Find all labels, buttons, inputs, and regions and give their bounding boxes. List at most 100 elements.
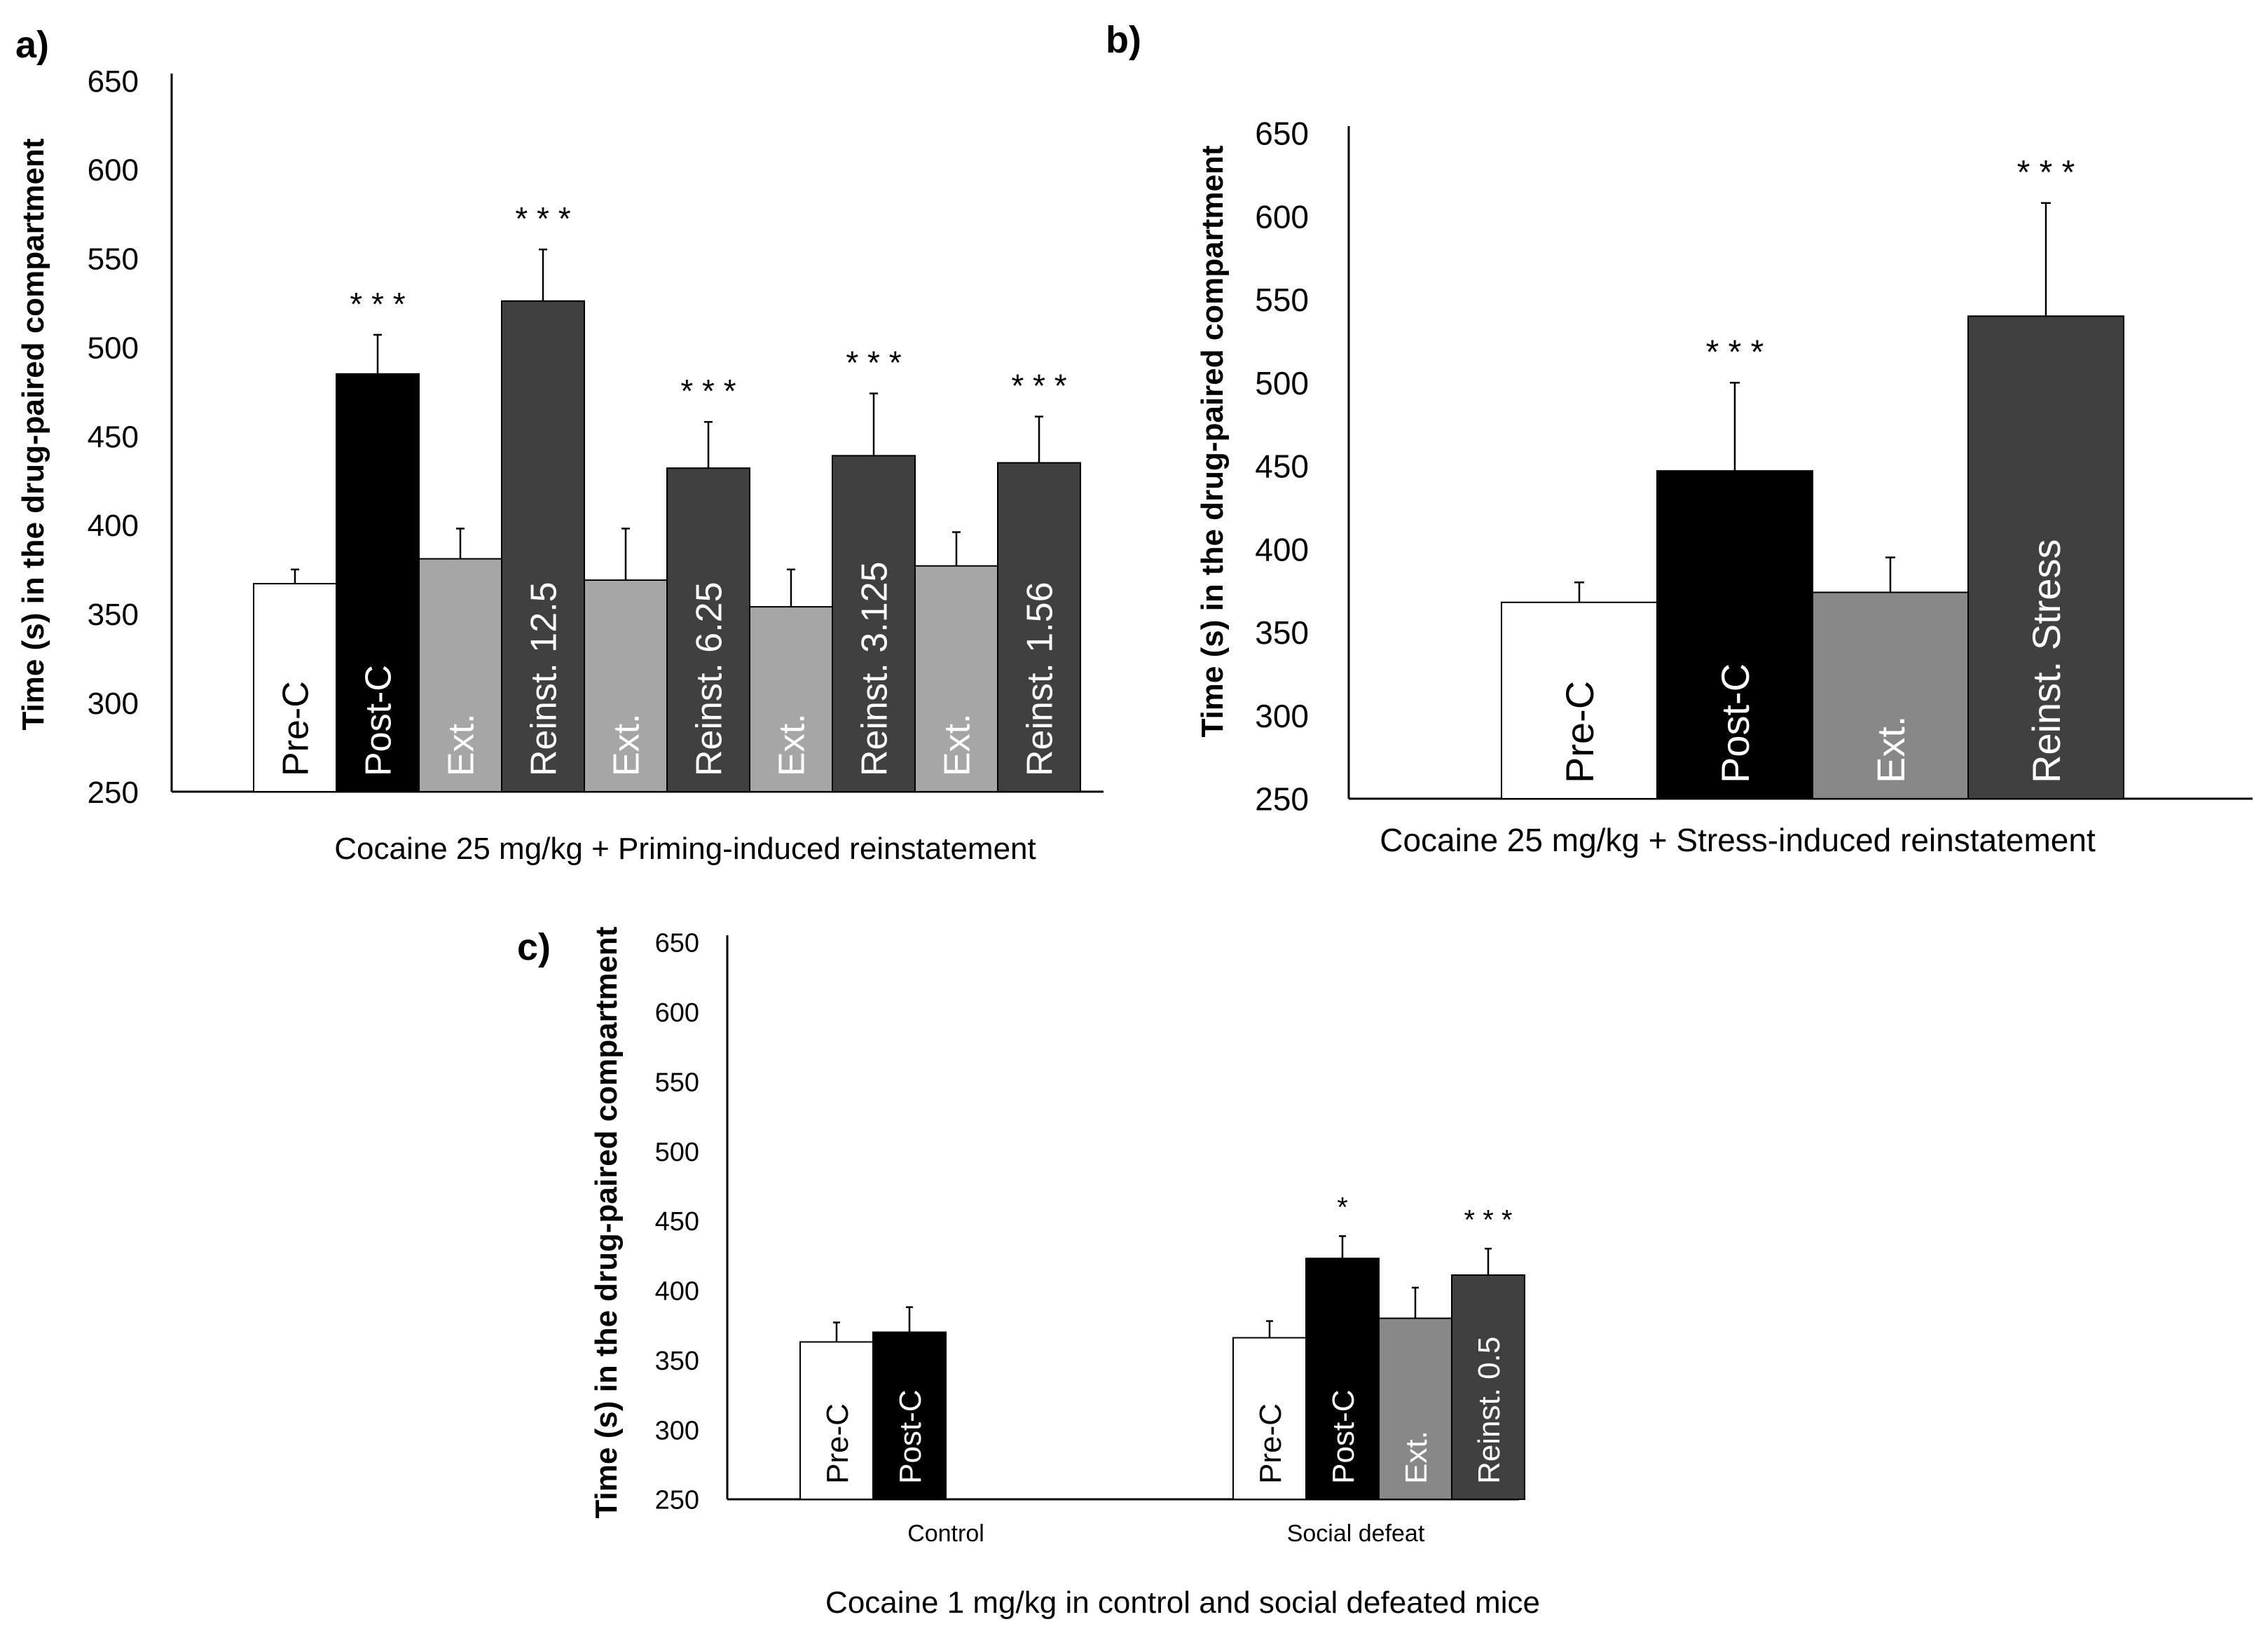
panel-b-bar-group: * * * Post-C [1656, 333, 1813, 799]
panel-c-bar-group: Pre-C [1232, 1320, 1307, 1500]
panel-a-significance-label: * * * [846, 345, 901, 381]
panel-b-bar-group: * * * Reinst. Stress [1967, 154, 2124, 799]
panel-a-bar-group: * * * Reinst. 6.25 [666, 373, 750, 792]
panel-b-label: b) [1106, 19, 1141, 61]
panel-c-bar-group: Ext. [1378, 1286, 1452, 1500]
panel-c-y-axis-title: Time (s) in the drug-paired compartment [589, 926, 624, 1518]
panel-b-plot: 250 300 350 400 450 500 550 600 650 Pre-C * * * Pos… [1255, 116, 2253, 818]
panel-c-bar-label: Ext. [1399, 1431, 1434, 1484]
panel-c-bar-group: Post-C [872, 1306, 947, 1500]
panel-c-y-tick-label: 400 [655, 1277, 699, 1307]
panel-b-y-axis-title: Time (s) in the drug-paired compartment [1195, 145, 1230, 737]
panel-a-plot: 250 300 350 400 450 500 550 600 650 Pre-C * * * Pos… [88, 64, 1104, 810]
panel-a-y-tick-label: 450 [88, 420, 139, 454]
panel-b-y-tick-label: 600 [1255, 198, 1309, 235]
panel-a-bar [914, 565, 998, 792]
panel-c-y-tick-label: 500 [655, 1138, 699, 1167]
panel-a-bar-group: * * * Post-C [336, 286, 420, 792]
panel-a-bar-group: * * * Reinst. 12.5 [501, 200, 585, 792]
panel-a-y-tick-label: 500 [88, 331, 139, 365]
panel-a-bar [501, 300, 585, 792]
panel-a-bar-label: Reinst. 3.125 [855, 562, 895, 776]
panel-a: a) Time (s) in the drug-paired compartme… [15, 24, 1104, 866]
panel-c-significance-label: * [1337, 1192, 1348, 1223]
panel-a-bar [666, 467, 750, 792]
panel-b-bar-label: Reinst. Stress [2024, 539, 2068, 783]
panel-c: c) Time (s) in the drug-paired compartme… [517, 926, 1540, 1620]
panel-c-plot: 250 300 350 400 450 500 550 600 650 Control Pre-C P… [655, 929, 1525, 1547]
panel-c-bar [872, 1331, 947, 1500]
panel-a-bar-label: Pre-C [276, 681, 317, 776]
panel-a-significance-label: * * * [1011, 368, 1066, 404]
panel-a-significance-label: * * * [350, 286, 405, 322]
panel-a-bar-group: Ext. [914, 531, 998, 792]
panel-b-y-tick-label: 550 [1255, 282, 1309, 318]
panel-a-bar-label: Ext. [441, 713, 482, 776]
panel-c-y-tick-label: 300 [655, 1416, 699, 1445]
panel-c-y-tick-label: 450 [655, 1207, 699, 1237]
panel-c-bar-label: Post-C [1326, 1390, 1361, 1484]
panel-b-x-axis-title: Cocaine 25 mg/kg + Stress-induced reinst… [1380, 822, 2096, 858]
panel-c-significance-label: * * * [1464, 1204, 1513, 1235]
panel-b-bar-label: Post-C [1713, 663, 1757, 783]
panel-b-y-tick-label: 250 [1255, 781, 1309, 818]
panel-b-bar-label: Ext. [1869, 716, 1913, 783]
panel-b-significance-label: * * * [2017, 154, 2075, 191]
panel-b: b) Time (s) in the drug-paired compartme… [1106, 19, 2253, 858]
panel-c-label: c) [517, 926, 551, 968]
panel-c-bar-group: Pre-C [799, 1321, 874, 1500]
panel-b-y-tick-label: 650 [1255, 116, 1309, 152]
panel-b-y-tick-label: 400 [1255, 531, 1309, 567]
panel-a-bar [253, 583, 337, 792]
panel-c-bar-label: Pre-C [1253, 1403, 1288, 1484]
panel-a-significance-label: * * * [680, 373, 736, 409]
panel-a-bar-label: Post-C [359, 665, 399, 776]
panel-b-bar-group: Pre-C [1501, 581, 1658, 799]
panel-c-bar-group: * Post-C [1305, 1192, 1380, 1500]
panel-b-bar-group: Ext. [1812, 556, 1969, 799]
panel-a-bar-group: Ext. [749, 568, 833, 792]
panel-a-y-tick-label: 650 [88, 64, 139, 99]
panel-c-bar [1378, 1317, 1452, 1500]
panel-a-bar [336, 373, 420, 792]
panel-c-x-tick-label: Control [907, 1520, 984, 1547]
panel-c-x-tick-label: Social defeat [1287, 1520, 1425, 1547]
panel-c-bar-group: * * * Reinst. 0.5 [1451, 1204, 1525, 1500]
panel-c-bar-label: Pre-C [820, 1403, 855, 1484]
panel-b-y-tick-label: 450 [1255, 448, 1309, 485]
panel-a-bar-label: Ext. [772, 713, 813, 776]
panel-a-x-axis-title: Cocaine 25 mg/kg + Priming-induced reins… [334, 832, 1036, 866]
panel-a-y-tick-label: 250 [88, 776, 139, 810]
panel-b-y-tick-label: 500 [1255, 365, 1309, 401]
panel-a-y-tick-label: 350 [88, 598, 139, 632]
panel-a-bar-label: Ext. [607, 713, 647, 776]
panel-c-bar [1305, 1258, 1380, 1500]
panel-a-y-tick-label: 550 [88, 242, 139, 277]
panel-a-bar-group: Pre-C [253, 568, 337, 792]
panel-b-bar-label: Pre-C [1558, 681, 1602, 783]
panel-a-bar-group: Ext. [418, 528, 502, 793]
panel-c-y-tick-label: 550 [655, 1068, 699, 1097]
panel-c-y-tick-label: 650 [655, 929, 699, 958]
panel-a-bar-label: Reinst. 12.5 [524, 582, 565, 777]
panel-a-y-axis-title: Time (s) in the drug-paired compartment [16, 138, 50, 730]
panel-c-bar [1232, 1337, 1307, 1500]
panel-b-y-tick-label: 350 [1255, 614, 1309, 651]
panel-b-bar [1501, 601, 1658, 799]
panel-a-bar-group: * * * Reinst. 1.56 [997, 368, 1081, 792]
panel-a-bar-label: Ext. [937, 713, 978, 776]
panel-c-bar [1451, 1274, 1525, 1500]
panel-a-significance-label: * * * [515, 200, 570, 237]
panel-c-y-tick-label: 600 [655, 998, 699, 1028]
panel-b-bar [1967, 315, 2124, 799]
panel-a-bar-group: Ext. [584, 528, 668, 792]
panel-a-y-tick-label: 300 [88, 687, 139, 721]
panel-c-y-tick-label: 250 [655, 1486, 699, 1515]
panel-a-bar [418, 558, 502, 793]
panel-a-bar [749, 606, 833, 792]
panel-a-bar-label: Reinst. 6.25 [689, 582, 730, 777]
panel-c-bar-label: Post-C [893, 1390, 928, 1484]
panel-a-y-tick-label: 400 [88, 509, 139, 543]
panel-a-bar [584, 579, 668, 792]
